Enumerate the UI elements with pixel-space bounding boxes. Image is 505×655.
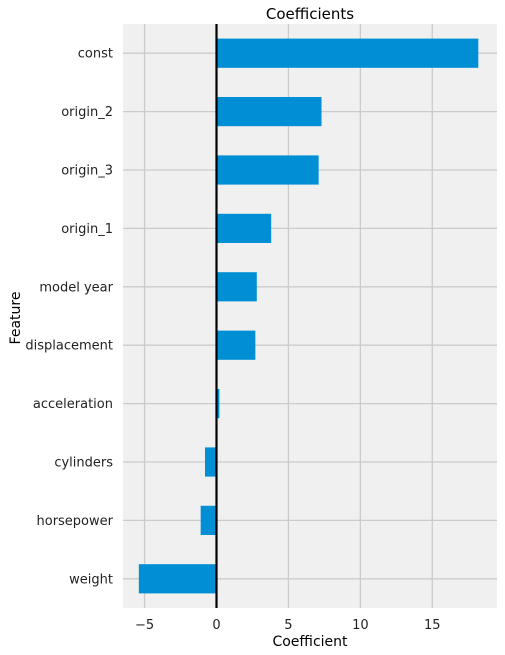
bar-const — [217, 39, 479, 68]
bar-origin-3 — [217, 155, 319, 184]
bar-horsepower — [201, 506, 217, 535]
bar-displacement — [217, 331, 256, 360]
y-tick-label: model year — [39, 280, 113, 295]
y-axis-title: Feature — [8, 292, 24, 345]
x-tick-label: −5 — [135, 618, 154, 633]
y-tick-label: acceleration — [33, 397, 113, 412]
chart-title: Coefficients — [266, 5, 354, 23]
x-tick-label: 10 — [352, 618, 369, 633]
x-axis-title: Coefficient — [272, 634, 348, 650]
bar-model-year — [217, 272, 257, 301]
x-tick-label: 0 — [212, 618, 220, 633]
x-tick-label: 5 — [284, 618, 292, 633]
y-tick-label: origin_2 — [61, 105, 113, 120]
y-tick-label: origin_3 — [61, 164, 113, 179]
x-tick-label: 15 — [424, 618, 441, 633]
y-tick-label: cylinders — [54, 456, 113, 471]
y-tick-label: weight — [69, 572, 113, 587]
bar-origin-1 — [217, 214, 272, 243]
bar-weight — [139, 564, 217, 593]
bar-cylinders — [205, 447, 217, 476]
y-tick-label: const — [78, 47, 113, 62]
y-tick-label: origin_1 — [61, 222, 113, 237]
y-tick-label: displacement — [25, 339, 113, 354]
y-tick-label: horsepower — [37, 514, 114, 529]
x-tick-labels: −5 0 5 10 15 — [135, 618, 441, 633]
bar-origin-2 — [217, 97, 322, 126]
